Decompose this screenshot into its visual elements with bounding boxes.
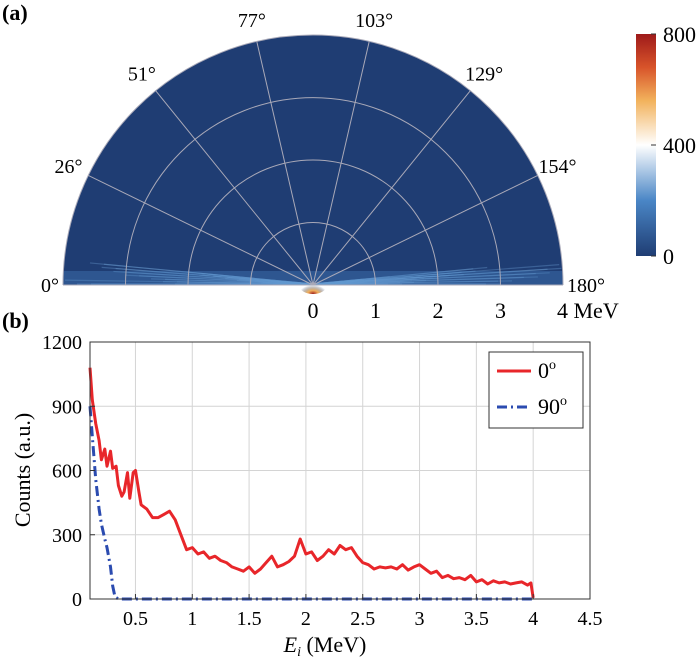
haze-streak (312, 279, 426, 285)
radial-tick-label: 3 (495, 298, 506, 323)
angle-label: 26° (55, 156, 83, 178)
radial-grid-ring (125, 97, 501, 286)
line-chart: 0.5 1 1.5 2 2.5 3 3.5 4 4.5 0 300 600 900 1200 Ei (M… (10, 332, 603, 659)
haze-streak (312, 272, 536, 285)
x-tick-label: 4.5 (578, 608, 603, 630)
haze-streak (65, 279, 314, 285)
angle-grid-spoke (155, 90, 314, 286)
angle-grid-spoke (88, 174, 314, 286)
x-tick-label: 2.5 (350, 608, 375, 630)
y-tick-labels: 0 300 600 900 1200 (42, 332, 95, 611)
haze-streak (101, 266, 314, 285)
haze-streak (312, 272, 550, 285)
polar-angle-labels: 0° 26° 51° 77° 103° 129° 154° 180° (41, 10, 605, 297)
y-tick-label: 0 (72, 589, 82, 611)
legend-box (488, 351, 584, 429)
haze-streak (127, 271, 314, 285)
angle-label: 51° (128, 64, 156, 86)
haze-streak (312, 266, 488, 285)
y-tick-label: 300 (52, 525, 82, 547)
x-tick-label: 4 (528, 608, 538, 630)
angle-label: 77° (238, 10, 266, 32)
angle-grid-spoke (312, 41, 370, 286)
haze-streak (312, 280, 512, 285)
radial-tick-label: 2 (433, 298, 444, 323)
haze-streak (177, 281, 314, 285)
polar-radial-labels: 0 1 2 3 4 MeV (308, 298, 619, 323)
haze-streak (199, 274, 314, 285)
y-axis-label: Counts (a.u.) (10, 413, 35, 527)
radial-tick-label: 1 (370, 298, 381, 323)
panel-b-label: (b) (2, 308, 29, 333)
colorbar-tick-label: 800 (663, 22, 696, 47)
x-tick-labels: 0.5 1 1.5 2 2.5 3 3.5 4 4.5 (123, 594, 603, 630)
angle-label: 103° (355, 10, 393, 32)
radial-grid-ring (187, 159, 439, 286)
haze-streak (225, 277, 314, 285)
x-tick-label: 2 (301, 608, 311, 630)
haze-streak (103, 263, 314, 285)
radial-tick-label: 0 (308, 298, 319, 323)
haze-streak (312, 276, 524, 285)
haze-streak (312, 280, 498, 285)
polar-grid (62, 34, 564, 286)
haze-streak (113, 270, 314, 285)
haze-streak (139, 275, 314, 285)
haze-streak (125, 274, 314, 285)
polar-heatmap: 0° 26° 51° 77° 103° 129° 154° 180° 0 1 2 3 4 MeV (41, 10, 619, 323)
haze-streak (312, 264, 560, 285)
y-tick-label: 900 (52, 396, 82, 418)
series-line-0 (88, 367, 535, 599)
y-tick-label: 1200 (42, 332, 82, 354)
angle-label: 0° (41, 275, 59, 297)
haze-streak (187, 271, 314, 285)
radial-tick-label: 4 MeV (557, 298, 619, 323)
haze-streak (312, 275, 436, 285)
haze-streak (201, 272, 314, 285)
colorbar-gradient (636, 34, 656, 256)
haze-streak (312, 282, 400, 285)
haze-streak (312, 268, 548, 285)
colorbar-ticks: 0 400 800 (651, 22, 696, 269)
angle-grid-spoke (256, 41, 314, 286)
legend-label-90: 90o (538, 394, 567, 419)
y-tick-label: 600 (52, 461, 82, 483)
colorbar: 0 400 800 (636, 22, 696, 269)
haze-streak (312, 268, 474, 285)
legend-label-0: 0o (538, 358, 556, 383)
haze-streak (213, 275, 314, 285)
angle-grid-spoke (312, 174, 538, 286)
haze-streak (227, 276, 314, 285)
radial-grid-ring (62, 34, 564, 286)
haze-streak (312, 274, 450, 285)
x-axis-label: Ei (MeV) (283, 632, 367, 659)
haze-streak (312, 280, 412, 285)
x-tick-label: 1 (187, 608, 197, 630)
colorbar-tick-label: 400 (663, 133, 696, 158)
angle-label: 154° (538, 156, 576, 178)
haze-streak (165, 278, 314, 285)
x-tick-label: 3.5 (464, 608, 489, 630)
angle-grid-spoke (312, 90, 471, 286)
x-tick-label: 1.5 (237, 608, 262, 630)
haze-streak (115, 267, 314, 285)
haze-streak (312, 273, 464, 285)
x-tick-label: 3 (415, 608, 425, 630)
angle-label: 180° (567, 275, 605, 297)
haze-streak (89, 262, 314, 285)
x-tick-label: 0.5 (123, 608, 148, 630)
haze-streak (151, 278, 314, 285)
haze-streak (312, 281, 414, 285)
haze-streak (312, 271, 462, 285)
panel-a-label: (a) (2, 0, 28, 25)
haze-streak (312, 270, 476, 285)
angle-label: 129° (465, 64, 503, 86)
haze-streak (312, 278, 424, 285)
colorbar-tick-label: 0 (663, 244, 674, 269)
